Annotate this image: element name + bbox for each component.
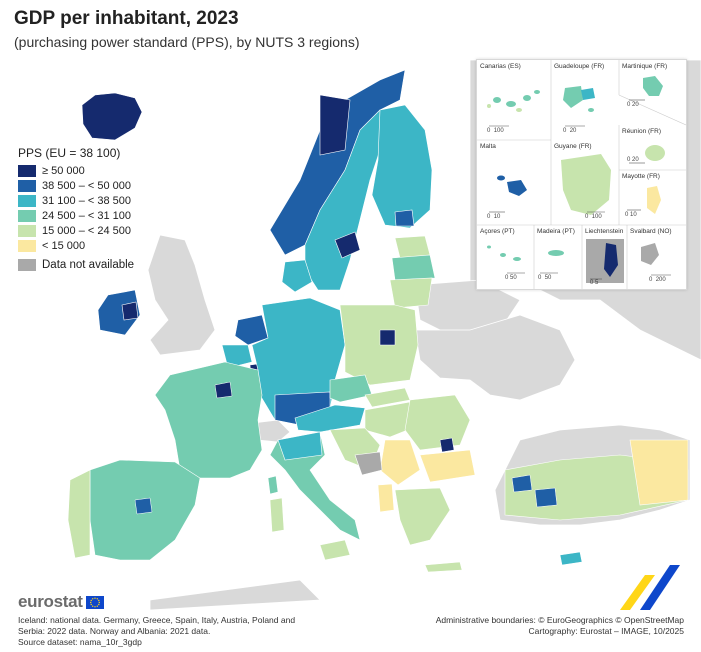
- map-subtitle: (purchasing power standard (PPS), by NUT…: [14, 34, 360, 50]
- austria-region: [294, 404, 366, 433]
- italy-north-region: [277, 431, 323, 461]
- footnote: Iceland: national data. Germany, Greece,…: [18, 615, 296, 647]
- legend-item: 38 500 – < 50 000: [18, 178, 178, 193]
- legend-swatch: [18, 259, 36, 271]
- bosnia-region: [354, 451, 383, 476]
- legend-item: ≥ 50 000: [18, 163, 178, 178]
- legend-label: < 15 000: [42, 239, 86, 252]
- inset-panel: Canarias (ES) 0 100 Guadeloupe (FR) 0 20…: [476, 59, 687, 290]
- finland-region: [371, 104, 433, 229]
- legend: PPS (EU = 38 100) ≥ 50 000 38 500 – < 50…: [18, 146, 178, 271]
- map-title: GDP per inhabitant, 2023: [14, 8, 239, 29]
- inset-canarias: Canarias (ES) 0 100: [477, 60, 551, 140]
- madrid-region: [134, 497, 153, 515]
- france-region: [154, 361, 263, 479]
- inset-martinique: Martinique (FR) 0 20: [622, 63, 668, 108]
- legend-swatch: [18, 194, 36, 207]
- bulgaria-region: [419, 449, 476, 483]
- legend-item: < 15 000: [18, 238, 178, 253]
- inset-acores: Açores (PT) 0 50: [477, 225, 534, 289]
- romania-region: [404, 394, 471, 451]
- iceland-region: [81, 92, 143, 141]
- czechia-region: [329, 374, 373, 403]
- legend-label: 31 100 – < 38 500: [42, 194, 131, 207]
- legend-title: PPS (EU = 38 100): [18, 146, 121, 160]
- eu-flag-icon: [85, 595, 104, 609]
- inset-svalbard: Svalbard (NO) 0 200: [630, 228, 672, 283]
- ankara-region: [534, 487, 558, 508]
- inset-liechtenstein: Liechtenstein 0 5: [585, 228, 624, 286]
- sicily-region: [319, 539, 351, 561]
- legend-swatch: [18, 179, 36, 192]
- warsaw-region: [379, 329, 396, 346]
- serbia-region: [379, 439, 421, 486]
- latvia-region: [391, 254, 436, 281]
- sweden-region: [304, 109, 393, 291]
- greece-region: [394, 487, 451, 546]
- netherlands-region: [234, 314, 269, 346]
- inset-reunion: Réunion (FR) 0 20: [619, 125, 686, 170]
- legend-swatch: [18, 239, 36, 252]
- cyprus-region: [559, 551, 583, 566]
- denmark-region: [281, 259, 313, 293]
- ukraine-land: [414, 314, 576, 401]
- decorative-stripes: [620, 565, 680, 610]
- albania-region: [377, 483, 395, 513]
- istanbul-region: [511, 474, 533, 493]
- eurostat-logo: eurostat: [18, 592, 104, 612]
- legend-swatch: [18, 209, 36, 222]
- legend-item: 31 100 – < 38 500: [18, 193, 178, 208]
- corsica-region: [267, 475, 279, 495]
- legend-label: 24 500 – < 31 100: [42, 209, 131, 222]
- inset-guadeloupe: Guadeloupe (FR) 0 20: [554, 63, 605, 134]
- legend-swatch: [18, 224, 36, 237]
- dublin-region: [121, 301, 139, 321]
- inset-madeira: Madeira (PT) 0 50: [537, 228, 575, 281]
- legend-label: 38 500 – < 50 000: [42, 179, 131, 192]
- helsinki-region: [394, 209, 415, 227]
- bucharest-region: [439, 437, 455, 453]
- belgium-region: [221, 344, 253, 369]
- ireland-region: [97, 289, 141, 336]
- estonia-region: [394, 235, 431, 259]
- inset-dividers: [477, 60, 686, 289]
- inset-guyane: Guyane (FR) 0 100: [551, 140, 619, 225]
- legend-label: Data not available: [42, 259, 135, 271]
- sardinia-region: [269, 497, 285, 533]
- legend-swatch: [18, 164, 36, 177]
- legend-label: 15 000 – < 24 500: [42, 224, 131, 237]
- portugal-region: [67, 469, 91, 559]
- legend-item-not-available: Data not available: [18, 259, 178, 271]
- inset-mayotte: Mayotte (FR) 0 10: [622, 173, 661, 218]
- credits: Administrative boundaries: © EuroGeograp…: [435, 615, 684, 636]
- lithuania-region: [389, 277, 433, 309]
- ne-africa-land: [149, 579, 321, 611]
- legend-label: ≥ 50 000: [42, 164, 85, 177]
- poland-region: [339, 304, 419, 386]
- legend-item: 24 500 – < 31 100: [18, 208, 178, 223]
- norway-north-region: [319, 94, 351, 156]
- great-britain-land: [147, 234, 216, 356]
- turkey-east-region: [629, 439, 689, 506]
- paris-region: [214, 381, 233, 399]
- inset-malta: Malta 0 10: [477, 140, 551, 225]
- crete-region: [424, 561, 463, 573]
- stockholm-region: [334, 231, 361, 259]
- legend-item: 15 000 – < 24 500: [18, 223, 178, 238]
